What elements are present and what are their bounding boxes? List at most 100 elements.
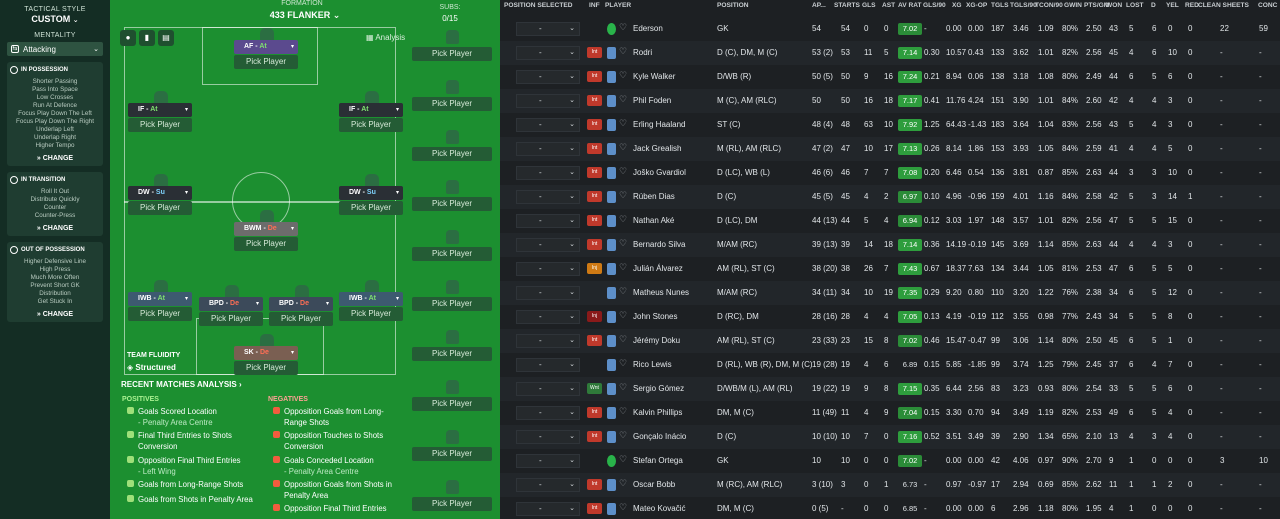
col-av-rat[interactable]: AV RAT — [898, 2, 922, 9]
info-badge[interactable]: Wnt — [587, 383, 602, 394]
info-badge[interactable]: Int — [587, 431, 602, 442]
heart-icon[interactable]: ♡ — [619, 478, 628, 488]
table-row[interactable]: - ⌄ ♡ Matheus Nunes M/AM (RC) 7.35 34 (11) 34 10… — [500, 281, 1280, 305]
player-name[interactable]: Kalvin Phillips — [633, 408, 683, 417]
position-select[interactable]: - ⌄ — [516, 142, 580, 156]
position-select[interactable]: - ⌄ — [516, 382, 580, 396]
player-name[interactable]: Stefan Ortega — [633, 456, 683, 465]
heart-icon[interactable]: ♡ — [619, 358, 628, 368]
info-badge[interactable]: Int — [587, 191, 602, 202]
player-slot-af[interactable]: AF - At ▾ Pick Player — [234, 28, 298, 72]
formation-dropdown[interactable]: 433 FLANKER ⌄ — [230, 10, 380, 21]
pick-player-button[interactable]: Pick Player — [234, 361, 298, 375]
col-drawn[interactable]: D — [1151, 2, 1156, 9]
heart-icon[interactable]: ♡ — [619, 430, 628, 440]
pick-player-button[interactable]: Pick Player — [339, 118, 403, 132]
position-select[interactable]: - ⌄ — [516, 286, 580, 300]
heart-icon[interactable]: ♡ — [619, 310, 628, 320]
info-badge[interactable]: Int — [587, 143, 602, 154]
pick-player-button[interactable]: Pick Player — [128, 307, 192, 321]
pick-player-button[interactable]: Pick Player — [339, 307, 403, 321]
position-select[interactable]: - ⌄ — [516, 334, 580, 348]
player-name[interactable]: Joško Gvardiol — [633, 168, 686, 177]
player-slot-if-left[interactable]: IF - At ▾ Pick Player — [128, 91, 192, 135]
heart-icon[interactable]: ♡ — [619, 94, 628, 104]
pick-player-button[interactable]: Pick Player — [234, 55, 298, 69]
negative-item[interactable]: Opposition Goals from Long-Range Shots — [273, 406, 404, 428]
position-select[interactable]: - ⌄ — [516, 118, 580, 132]
heart-icon[interactable]: ♡ — [619, 22, 628, 32]
col-appearances[interactable]: AP... — [812, 2, 826, 9]
player-name[interactable]: Sergio Gómez — [633, 384, 685, 393]
player-name[interactable]: Jack Grealish — [633, 144, 682, 153]
position-select[interactable]: - ⌄ — [516, 214, 580, 228]
heart-icon[interactable]: ♡ — [619, 286, 628, 296]
role-badge[interactable]: IF - At ▾ — [339, 103, 403, 117]
sub-pick-player-button[interactable]: Pick Player — [412, 297, 492, 311]
table-row[interactable]: - ⌄ Int ♡ Jack Grealish M (RL), AM (RLC) 7.13 4… — [500, 137, 1280, 161]
col-pts-gm[interactable]: PTS/GM — [1084, 2, 1110, 9]
position-select[interactable]: - ⌄ — [516, 406, 580, 420]
col-yel[interactable]: YEL — [1166, 2, 1179, 9]
info-badge[interactable]: Int — [587, 47, 602, 58]
sub-pick-player-button[interactable]: Pick Player — [412, 97, 492, 111]
pick-player-button[interactable]: Pick Player — [199, 312, 263, 326]
col-red[interactable]: RED — [1185, 2, 1199, 9]
analysis-toggle[interactable]: ▦ Analysis — [366, 33, 405, 42]
heart-icon[interactable]: ♡ — [619, 502, 628, 512]
player-name[interactable]: Rico Lewis — [633, 360, 672, 369]
player-name[interactable]: Kyle Walker — [633, 72, 676, 81]
player-slot-dw-left[interactable]: DW - Su ▾ Pick Player — [128, 174, 192, 218]
table-row[interactable]: - ⌄ ♡ Rico Lewis D (RL), WB (R), DM, M (C) 6.… — [500, 353, 1280, 377]
table-row[interactable]: - ⌄ Int ♡ Kyle Walker D/WB (R) 7.24 50 (5) 50 9 16… — [500, 65, 1280, 89]
negative-item[interactable]: Opposition Final Third Entries — [273, 503, 404, 514]
col-conc[interactable]: CONC — [1258, 2, 1278, 9]
pick-player-button[interactable]: Pick Player — [234, 237, 298, 251]
col-starts[interactable]: STARTS — [834, 2, 860, 9]
sub-pick-player-button[interactable]: Pick Player — [412, 197, 492, 211]
info-badge[interactable]: Int — [587, 95, 602, 106]
player-slot-iwb-left[interactable]: IWB - At ▾ Pick Player — [128, 280, 192, 324]
col-xg-op[interactable]: XG-OP — [966, 2, 988, 9]
recent-matches-analysis-link[interactable]: RECENT MATCHES ANALYSIS › — [121, 380, 242, 389]
col-position[interactable]: POSITION — [717, 2, 749, 9]
role-badge[interactable]: AF - At ▾ — [234, 40, 298, 54]
col-lost[interactable]: LOST — [1126, 2, 1144, 9]
table-row[interactable]: - ⌄ Inj ♡ Julián Álvarez AM (RL), ST (C) 7.43 3… — [500, 257, 1280, 281]
player-name[interactable]: Rúben Dias — [633, 192, 675, 201]
player-name[interactable]: Rodri — [633, 48, 653, 57]
role-badge[interactable]: DW - Su ▾ — [339, 186, 403, 200]
player-name[interactable]: Jérémy Doku — [633, 336, 681, 345]
positive-item[interactable]: Opposition Final Third Entries - Left Win… — [127, 455, 258, 477]
table-row[interactable]: - ⌄ Int ♡ Jérémy Doku AM (RL), ST (C) 7.02 23 (… — [500, 329, 1280, 353]
table-row[interactable]: - ⌄ Inj ♡ John Stones D (RC), DM 7.05 28 (16) 28… — [500, 305, 1280, 329]
role-badge[interactable]: SK - De ▾ — [234, 346, 298, 360]
pick-player-button[interactable]: Pick Player — [128, 118, 192, 132]
col-player[interactable]: PLAYER — [605, 2, 632, 9]
heart-icon[interactable]: ♡ — [619, 238, 628, 248]
position-select[interactable]: - ⌄ — [516, 310, 580, 324]
pick-player-button[interactable]: Pick Player — [339, 201, 403, 215]
info-badge[interactable]: Int — [587, 335, 602, 346]
role-badge[interactable]: IF - At ▾ — [128, 103, 192, 117]
position-select[interactable]: - ⌄ — [516, 262, 580, 276]
player-name[interactable]: Erling Haaland — [633, 120, 686, 129]
heart-icon[interactable]: ♡ — [619, 142, 628, 152]
player-slot-bpd-right[interactable]: BPD - De ▾ Pick Player — [269, 285, 333, 329]
role-badge[interactable]: IWB - At ▾ — [128, 292, 192, 306]
player-name[interactable]: Mateo Kovačić — [633, 504, 686, 513]
mentality-dropdown[interactable]: ⇆ Attacking ⌄ — [7, 42, 103, 56]
clipboard-view-button[interactable]: ▤ — [158, 30, 174, 46]
col-assists[interactable]: AST — [882, 2, 896, 9]
player-slot-dw-right[interactable]: DW - Su ▾ Pick Player — [339, 174, 403, 218]
player-name[interactable]: Nathan Aké — [633, 216, 675, 225]
table-row[interactable]: - ⌄ Int ♡ Mateo Kovačić DM, M (C) 6.85 0 (5) -0 0… — [500, 497, 1280, 519]
player-slot-iwb-right[interactable]: IWB - At ▾ Pick Player — [339, 280, 403, 324]
info-badge[interactable]: Int — [587, 167, 602, 178]
negative-item[interactable]: Opposition Goals from Shots in Penalty A… — [273, 479, 404, 501]
player-name[interactable]: Bernardo Silva — [633, 240, 686, 249]
player-name[interactable]: Ederson — [633, 24, 663, 33]
in-possession-change-button[interactable]: » CHANGE — [36, 155, 74, 162]
table-row[interactable]: - ⌄ Int ♡ Kalvin Phillips DM, M (C) 7.04 11 (49… — [500, 401, 1280, 425]
player-name[interactable]: Matheus Nunes — [633, 288, 690, 297]
